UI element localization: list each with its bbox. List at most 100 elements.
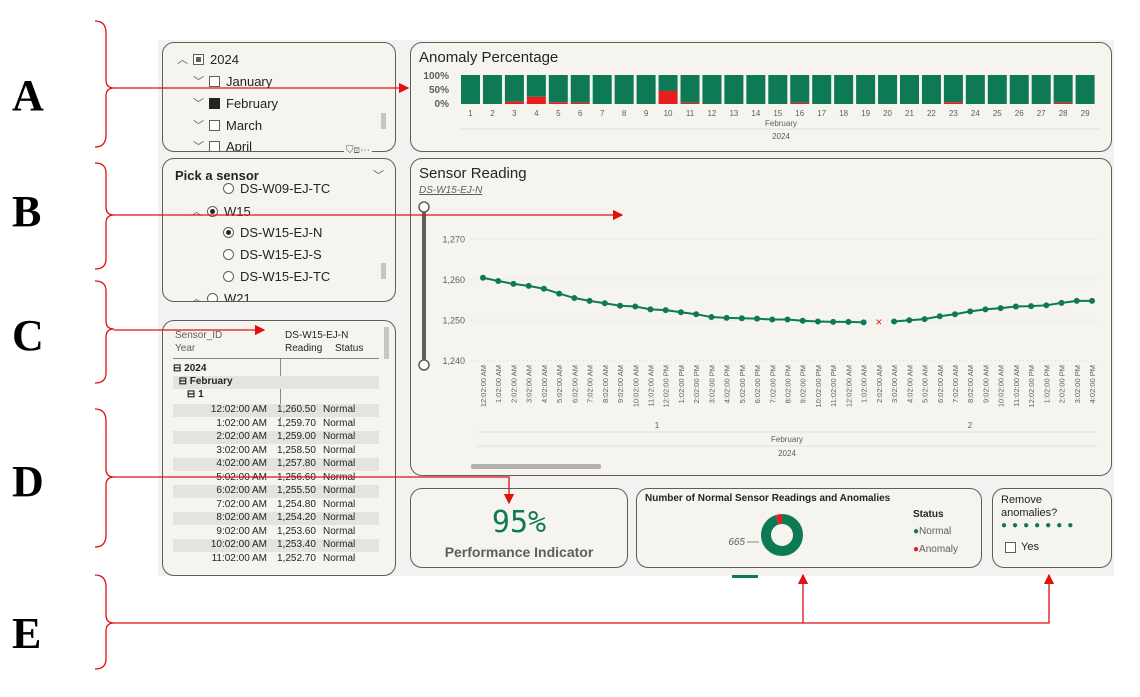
page-indicator[interactable] [732,575,758,578]
bar-normal[interactable] [921,75,941,104]
group-row-month[interactable]: ⊟ February [173,376,379,389]
data-point[interactable] [510,280,517,287]
sensor-reading-chart[interactable]: Sensor Reading DS-W15-EJ-N 1 2 February … [410,158,1112,476]
chevron-up-icon[interactable]: ︿ [191,293,202,302]
bar-normal[interactable] [614,75,634,104]
table-row[interactable]: 10:02:00 AM 1,253.40 Normal [173,539,379,552]
bar-normal[interactable] [987,75,1007,104]
radio-button-selected[interactable] [223,227,234,238]
zoom-slider-handle-bottom[interactable] [418,359,430,371]
bar-normal[interactable] [790,75,810,103]
data-point[interactable] [540,285,547,292]
sensor-item[interactable]: DS-W15-EJ-N [223,225,322,240]
bar-normal[interactable] [461,75,480,104]
bar-normal[interactable] [1009,75,1029,104]
data-point[interactable] [708,314,715,321]
bar-normal[interactable] [570,75,590,103]
data-point[interactable] [601,300,608,307]
bar-normal[interactable] [482,75,502,104]
data-point[interactable] [1043,302,1050,309]
checkbox[interactable] [209,119,220,131]
anomaly-percentage-chart[interactable]: Anomaly Percentage 100% 50% 0% February … [410,42,1112,152]
visual-header-icons[interactable]: ⛉⊡⋯ [344,145,372,156]
data-point[interactable] [693,311,700,318]
table-row[interactable]: 6:02:00 AM 1,255.50 Normal [173,485,379,498]
scrollbar-thumb[interactable] [384,327,389,359]
chevron-up-icon[interactable]: ︿ [191,206,202,218]
data-point[interactable] [586,297,593,304]
bar-normal[interactable] [746,75,766,104]
sensor-item[interactable]: DS-W15-EJ-S [223,247,322,262]
data-point[interactable] [799,317,806,324]
data-point[interactable] [617,302,624,309]
bar-normal[interactable] [812,75,832,104]
bar-normal[interactable] [702,75,722,104]
bar-normal[interactable] [965,75,985,104]
table-row[interactable]: 12:02:00 AM 1,260.50 Normal [173,404,379,417]
sensor-item[interactable]: DS-W15-EJ-TC [223,269,330,284]
data-point[interactable] [571,295,578,302]
bar-normal[interactable] [1053,75,1073,103]
bar-normal[interactable] [834,75,854,104]
data-point[interactable] [830,318,837,325]
table-row[interactable]: 1:02:00 AM 1,259.70 Normal [173,418,379,431]
bar-normal[interactable] [658,75,678,91]
anomaly-marker[interactable]: × [875,315,882,329]
checkbox-checked[interactable] [209,97,220,109]
data-point[interactable] [723,314,730,321]
table-row[interactable]: 11:02:00 AM 1,252.70 Normal [173,553,379,566]
data-point[interactable] [1058,299,1065,306]
zoom-slider-handle-top[interactable] [418,201,430,213]
focus-icon[interactable]: ⊡ [353,145,360,156]
scrollbar-thumb[interactable] [381,113,386,129]
scrollbar-thumb[interactable] [381,263,386,279]
slicer-item-march[interactable]: ﹀ March [193,117,262,133]
bar-normal[interactable] [526,75,546,97]
table-row[interactable]: 2:02:00 AM 1,259.00 Normal [173,431,379,444]
data-point[interactable] [1028,303,1035,310]
slicer-item-2024[interactable]: ︿ 2024 [177,51,239,67]
bar-normal[interactable] [1075,75,1095,104]
data-point[interactable] [967,308,974,315]
horizontal-scrollbar[interactable] [471,464,601,469]
data-point[interactable] [860,319,867,326]
checkbox[interactable] [209,75,220,87]
data-point[interactable] [982,306,989,313]
data-point[interactable] [632,303,639,310]
data-point[interactable] [951,311,958,318]
radio-button[interactable] [223,271,234,282]
slicer-item-january[interactable]: ﹀ January [193,73,272,89]
data-point[interactable] [754,315,761,322]
sensor-slicer[interactable]: Pick a sensor ﹀ DS-W09-EJ-TC ︿ W15 DS-W1… [162,158,396,302]
bar-normal[interactable] [856,75,876,104]
radio-button-selected[interactable] [207,205,218,217]
bar-anomaly[interactable] [658,90,678,104]
bar-anomaly[interactable] [1053,102,1073,104]
data-point[interactable] [1073,297,1080,304]
bar-normal[interactable] [592,75,612,104]
data-point[interactable] [936,313,943,320]
bar-normal[interactable] [680,75,700,103]
bar-normal[interactable] [943,75,963,103]
radio-button[interactable] [223,249,234,260]
data-point[interactable] [997,305,1004,312]
slicer-item-april[interactable]: ﹀ April [193,138,252,151]
data-point[interactable] [921,316,928,323]
data-point[interactable] [677,309,684,316]
table-row[interactable]: 3:02:00 AM 1,258.50 Normal [173,445,379,458]
bar-anomaly[interactable] [548,102,568,104]
legend-item-normal[interactable]: ●Normal [913,526,951,537]
collapse-icon[interactable]: ⊟ [178,376,187,387]
data-point[interactable] [556,290,563,297]
data-point[interactable] [495,278,502,285]
donut-slice-anomaly[interactable] [761,514,803,556]
data-point[interactable] [769,316,776,323]
bar-normal[interactable] [878,75,898,104]
bar-normal[interactable] [724,75,744,104]
option-yes[interactable]: Yes [1005,541,1039,553]
chevron-down-icon[interactable]: ﹀ [193,76,204,88]
data-point[interactable] [662,307,669,314]
data-point[interactable] [525,282,532,289]
group-row-year[interactable]: ⊟ 2024 [173,363,379,376]
data-point[interactable] [906,317,913,324]
